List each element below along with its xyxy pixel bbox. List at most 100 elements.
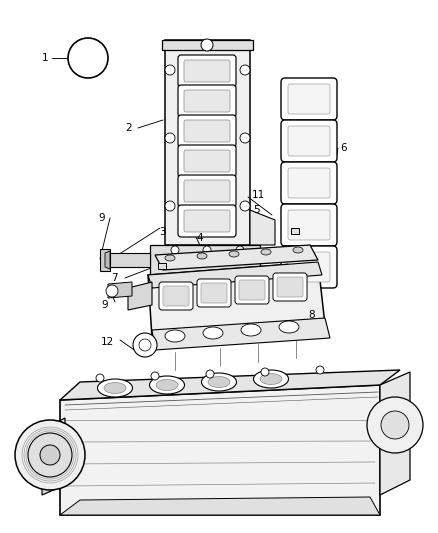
FancyBboxPatch shape: [178, 85, 236, 117]
Ellipse shape: [156, 379, 178, 391]
Circle shape: [261, 368, 269, 376]
Ellipse shape: [98, 379, 133, 397]
FancyBboxPatch shape: [184, 150, 230, 172]
Text: 6: 6: [341, 143, 347, 153]
Ellipse shape: [241, 324, 261, 336]
Polygon shape: [148, 262, 325, 338]
Ellipse shape: [165, 255, 175, 261]
Polygon shape: [100, 249, 110, 271]
Polygon shape: [60, 385, 380, 515]
Ellipse shape: [293, 247, 303, 253]
Circle shape: [240, 65, 250, 75]
Text: 4: 4: [197, 233, 203, 243]
Ellipse shape: [165, 330, 185, 342]
FancyBboxPatch shape: [178, 205, 236, 237]
Polygon shape: [42, 418, 65, 495]
Circle shape: [316, 366, 324, 374]
Polygon shape: [60, 497, 380, 515]
Circle shape: [203, 246, 211, 254]
FancyBboxPatch shape: [184, 180, 230, 202]
FancyBboxPatch shape: [159, 282, 193, 310]
Ellipse shape: [260, 374, 282, 384]
Circle shape: [68, 38, 108, 78]
Circle shape: [236, 246, 244, 254]
Polygon shape: [165, 40, 250, 245]
Ellipse shape: [104, 383, 126, 393]
Ellipse shape: [197, 253, 207, 259]
Polygon shape: [155, 245, 318, 270]
Polygon shape: [152, 318, 330, 350]
FancyBboxPatch shape: [163, 286, 189, 306]
Text: 12: 12: [101, 337, 114, 347]
FancyBboxPatch shape: [281, 246, 337, 288]
FancyBboxPatch shape: [273, 273, 307, 301]
Circle shape: [106, 285, 118, 297]
Polygon shape: [108, 282, 132, 298]
Ellipse shape: [254, 370, 289, 388]
FancyBboxPatch shape: [288, 252, 330, 282]
Circle shape: [240, 133, 250, 143]
Ellipse shape: [229, 251, 239, 257]
Ellipse shape: [149, 376, 184, 394]
Circle shape: [367, 397, 423, 453]
Polygon shape: [150, 245, 260, 275]
Circle shape: [165, 65, 175, 75]
Circle shape: [15, 420, 85, 490]
Text: 7: 7: [307, 185, 313, 195]
Circle shape: [206, 370, 214, 378]
Bar: [158, 263, 166, 269]
Polygon shape: [60, 370, 400, 400]
FancyBboxPatch shape: [288, 126, 330, 156]
Circle shape: [151, 372, 159, 380]
Text: 10: 10: [305, 262, 318, 272]
Circle shape: [96, 374, 104, 382]
Polygon shape: [380, 372, 410, 495]
FancyBboxPatch shape: [288, 210, 330, 240]
FancyBboxPatch shape: [288, 168, 330, 198]
FancyBboxPatch shape: [288, 84, 330, 114]
Text: 9: 9: [99, 213, 105, 223]
Polygon shape: [105, 253, 150, 267]
Circle shape: [201, 39, 213, 51]
FancyBboxPatch shape: [277, 277, 303, 297]
Text: 5: 5: [253, 205, 259, 215]
FancyBboxPatch shape: [281, 78, 337, 120]
FancyBboxPatch shape: [197, 279, 231, 307]
FancyBboxPatch shape: [184, 90, 230, 112]
FancyBboxPatch shape: [281, 204, 337, 246]
FancyBboxPatch shape: [239, 280, 265, 300]
FancyBboxPatch shape: [184, 210, 230, 232]
FancyBboxPatch shape: [281, 162, 337, 204]
Text: 11: 11: [251, 190, 265, 200]
FancyBboxPatch shape: [178, 175, 236, 207]
Circle shape: [40, 445, 60, 465]
Polygon shape: [105, 251, 110, 269]
FancyBboxPatch shape: [184, 120, 230, 142]
Ellipse shape: [261, 249, 271, 255]
Text: 3: 3: [159, 227, 165, 237]
Polygon shape: [148, 262, 322, 288]
Polygon shape: [128, 282, 152, 310]
Text: 1: 1: [42, 53, 48, 63]
FancyBboxPatch shape: [178, 115, 236, 147]
Circle shape: [139, 339, 151, 351]
Circle shape: [171, 246, 179, 254]
Polygon shape: [250, 210, 275, 245]
Circle shape: [133, 333, 157, 357]
Ellipse shape: [201, 373, 237, 391]
Bar: [291, 228, 299, 234]
Circle shape: [381, 411, 409, 439]
FancyBboxPatch shape: [281, 120, 337, 162]
FancyBboxPatch shape: [201, 283, 227, 303]
Circle shape: [28, 433, 72, 477]
FancyBboxPatch shape: [184, 60, 230, 82]
Text: 2: 2: [125, 123, 132, 133]
Circle shape: [165, 133, 175, 143]
Circle shape: [240, 201, 250, 211]
FancyBboxPatch shape: [178, 145, 236, 177]
Polygon shape: [162, 40, 253, 50]
Text: 7: 7: [111, 273, 118, 283]
Ellipse shape: [203, 327, 223, 339]
FancyBboxPatch shape: [235, 276, 269, 304]
FancyBboxPatch shape: [178, 55, 236, 87]
